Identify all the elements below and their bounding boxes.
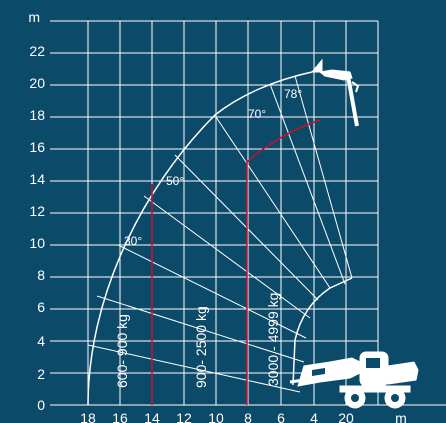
y-axis-ticks: 0 2 4 6 8 10 12 14 16 18 20 22 <box>29 43 45 413</box>
x-axis-unit: m <box>395 410 407 423</box>
x-tick: 20 <box>338 410 354 423</box>
y-tick: 18 <box>29 107 45 123</box>
angle-line <box>215 116 331 289</box>
y-tick: 4 <box>37 333 45 349</box>
x-axis-ticks: 18 16 14 12 10 8 6 4 20 m <box>80 410 407 423</box>
x-tick: 14 <box>144 410 160 423</box>
angle-label-30: 30° <box>124 234 142 248</box>
y-axis-unit: m <box>28 9 40 25</box>
load-zone-label: 3000 - 4999 kg <box>265 293 281 386</box>
y-tick: 0 <box>37 397 45 413</box>
telehandler-icon <box>289 351 419 409</box>
y-tick: 16 <box>29 139 45 155</box>
limit-line-8m <box>246 119 321 405</box>
x-tick: 4 <box>310 410 318 423</box>
x-tick: 8 <box>244 410 252 423</box>
x-tick: 10 <box>208 410 224 423</box>
y-tick: 2 <box>37 366 45 382</box>
y-tick: 14 <box>29 171 45 187</box>
angle-label-70: 70° <box>248 107 266 121</box>
load-limit-lines <box>151 119 321 405</box>
x-tick: 6 <box>277 410 285 423</box>
angle-line <box>117 244 307 339</box>
angle-label-78: 78° <box>284 87 302 101</box>
y-tick: 20 <box>29 75 45 91</box>
angle-line <box>87 344 301 393</box>
x-tick: 18 <box>80 410 96 423</box>
angle-line <box>143 195 311 319</box>
outer-reach-envelope <box>87 71 313 406</box>
angle-label-50: 50° <box>166 174 184 188</box>
grid <box>50 20 446 406</box>
x-tick: 12 <box>176 410 192 423</box>
angle-line <box>269 83 346 285</box>
y-tick: 10 <box>29 235 45 251</box>
y-tick: 8 <box>37 267 45 283</box>
inner-reach-envelope <box>292 277 353 386</box>
y-tick: 12 <box>29 203 45 219</box>
load-zone-label: 600- 900 kg <box>114 314 130 388</box>
y-tick: 6 <box>37 299 45 315</box>
angle-line <box>294 75 353 279</box>
boom-head-icon <box>310 58 360 127</box>
load-zone-label: 900- 2500 kg <box>193 306 209 388</box>
x-tick: 16 <box>112 410 128 423</box>
angle-line <box>96 295 305 363</box>
y-tick: 22 <box>29 43 45 59</box>
